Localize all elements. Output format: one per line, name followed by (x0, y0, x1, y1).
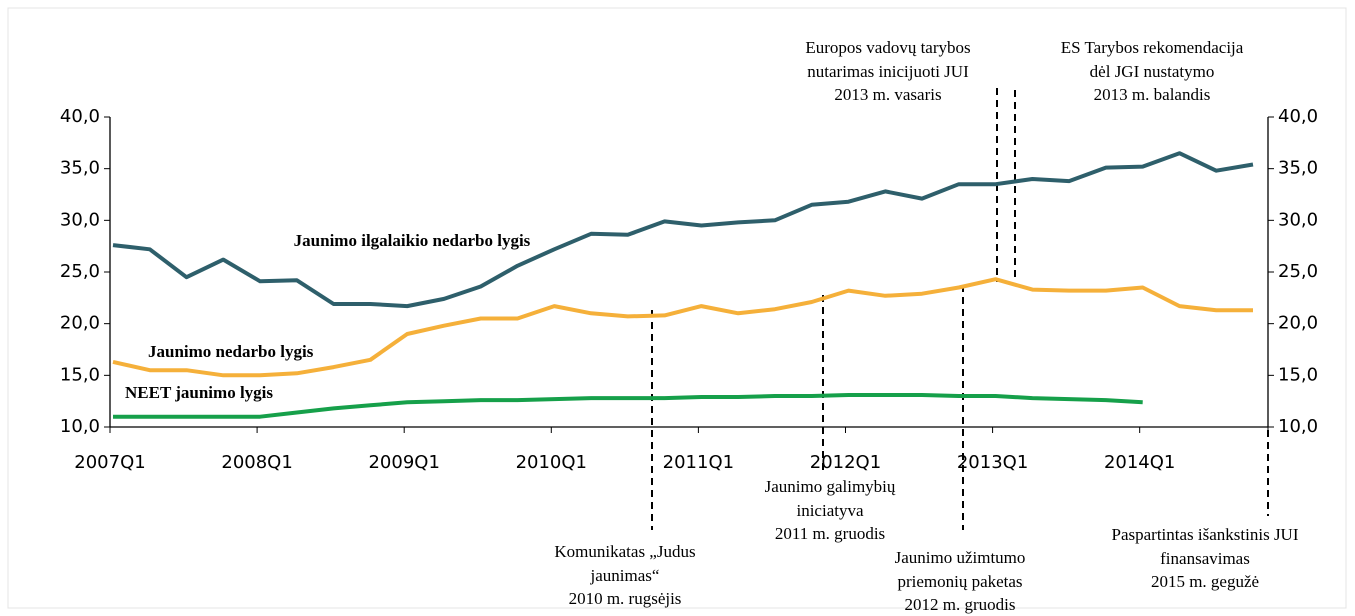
series-line (112, 277, 1253, 378)
annotation-text: Europos vadovų tarybos (805, 38, 971, 57)
y2-tick-label: 25,0 (1278, 261, 1318, 282)
x-tick-label: 2010Q1 (516, 452, 587, 473)
series-label: Jaunimo ilgalaikio nedarbo lygis (293, 231, 531, 250)
y2-tick-label: 20,0 (1278, 313, 1318, 334)
annotation-text: dėl JGI nustatymo (1089, 61, 1215, 81)
frame (7, 7, 1347, 609)
series-label: NEET jaunimo lygis (125, 383, 274, 402)
annotation-text: priemonių paketas (897, 571, 1023, 591)
y2-tick-label: 10,0 (1278, 416, 1318, 437)
y2-tick-label: 40,0 (1278, 106, 1318, 127)
y-tick-label: 30,0 (60, 209, 100, 230)
annotation-text: Jaunimo užimtumo (894, 548, 1026, 567)
x-tick-label: 2013Q1 (957, 452, 1028, 473)
x-tick-label: 2009Q1 (368, 452, 439, 473)
y2-tick-label: 15,0 (1278, 364, 1318, 385)
y-tick-label: 25,0 (60, 261, 100, 282)
y-tick-label: 35,0 (60, 158, 100, 179)
series-label: Jaunimo nedarbo lygis (148, 342, 314, 361)
annotation-text: Jaunimo galimybių (764, 477, 896, 496)
y-tick-label: 10,0 (60, 416, 100, 437)
annotation-text: nutarimas inicijuoti JUI (807, 61, 969, 81)
annotation-text: 2010 m. rugsėjis (568, 589, 682, 608)
series-line (112, 151, 1254, 309)
y-tick-label: 15,0 (60, 364, 100, 385)
annotation-text: 2013 m. vasaris (834, 85, 942, 104)
annotation-text: ES Tarybos rekomendacija (1060, 38, 1244, 57)
annotation-text: 2015 m. gegužė (1150, 572, 1260, 591)
x-tick-label: 2012Q1 (810, 452, 881, 473)
annotation-text: finansavimas (1160, 548, 1250, 568)
x-tick-label: 2008Q1 (221, 452, 292, 473)
annotation-text: Komunikatas „Judus (554, 542, 696, 561)
annotation-text: Paspartintas išankstinis JUI (1111, 525, 1299, 544)
annotation-text: iniciatyva (796, 500, 864, 520)
y-tick-label: 20,0 (60, 313, 100, 334)
x-tick-label: 2007Q1 (74, 452, 145, 473)
y2-tick-label: 30,0 (1278, 209, 1318, 230)
annotation-text: 2013 m. balandis (1093, 85, 1211, 104)
y-tick-label: 40,0 (60, 106, 100, 127)
x-tick-label: 2014Q1 (1104, 452, 1175, 473)
annotation-text: 2011 m. gruodis (774, 524, 886, 543)
annotation-text: jaunimas“ (590, 565, 660, 585)
annotation-text: 2012 m. gruodis (904, 595, 1016, 614)
x-tick-label: 2011Q1 (663, 452, 734, 473)
series-line (113, 393, 1143, 419)
y2-tick-label: 35,0 (1278, 158, 1318, 179)
